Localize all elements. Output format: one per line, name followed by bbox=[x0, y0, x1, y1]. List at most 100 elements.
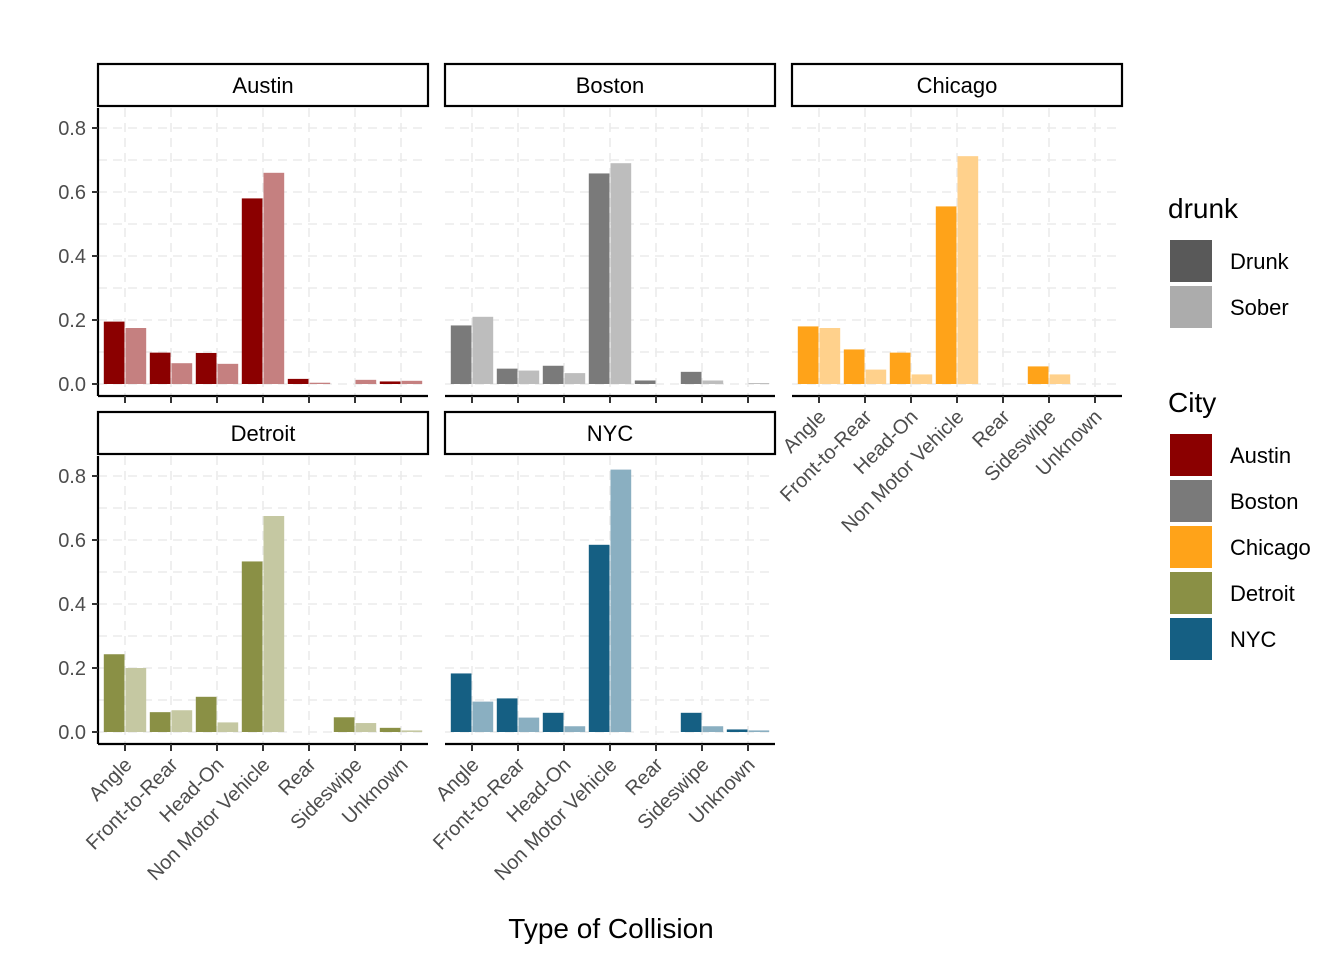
legend-key-sober bbox=[1170, 286, 1212, 328]
legend-city: City Austin Boston Chicago Detroit NYC bbox=[1168, 387, 1311, 660]
legend-label-nyc: NYC bbox=[1230, 627, 1277, 652]
legend-label-boston: Boston bbox=[1230, 489, 1299, 514]
bar-boston-head-on-drunk bbox=[542, 365, 564, 384]
bar-chicago-sideswipe-drunk bbox=[1027, 366, 1049, 384]
bar-boston-non-motor-vehicle-sober bbox=[610, 163, 632, 384]
bar-boston-sideswipe-sober bbox=[702, 380, 724, 384]
strip-label-austin: Austin bbox=[232, 73, 293, 98]
panel-austin: Austin 0.0 0.2 0.4 0.6 0.8 bbox=[58, 62, 430, 403]
bar-nyc-unknown-drunk bbox=[726, 729, 748, 732]
bar-chicago-angle-sober bbox=[819, 328, 841, 384]
bar-chicago-non-motor-vehicle-drunk bbox=[935, 206, 957, 384]
bar-detroit-head-on-sober bbox=[217, 722, 239, 732]
bar-nyc-head-on-drunk bbox=[542, 712, 564, 732]
bar-austin-front-to-rear-drunk bbox=[149, 352, 171, 384]
bar-austin-head-on-drunk bbox=[195, 352, 217, 384]
legend-label-austin: Austin bbox=[1230, 443, 1291, 468]
grid-nyc bbox=[445, 456, 775, 744]
bar-chicago-front-to-rear-sober bbox=[865, 369, 887, 384]
bar-chicago-angle-drunk bbox=[797, 326, 819, 384]
bar-austin-sideswipe-sober bbox=[355, 379, 377, 384]
facet-panels: Austin 0.0 0.2 0.4 0.6 0.8 Boston ChicagoAngleF… bbox=[58, 62, 1124, 885]
bar-boston-non-motor-vehicle-drunk bbox=[588, 173, 610, 384]
y-tick-label: 0.6 bbox=[58, 182, 86, 204]
bar-austin-rear-sober bbox=[309, 382, 331, 384]
bar-chicago-head-on-sober bbox=[911, 374, 933, 384]
bar-austin-rear-drunk bbox=[287, 378, 309, 384]
bar-nyc-non-motor-vehicle-sober bbox=[610, 469, 632, 732]
bar-detroit-unknown-drunk bbox=[379, 727, 401, 732]
bars-chicago bbox=[797, 156, 1071, 384]
bar-nyc-head-on-sober bbox=[564, 726, 586, 732]
bar-boston-front-to-rear-drunk bbox=[496, 368, 518, 384]
bar-nyc-angle-sober bbox=[472, 701, 494, 732]
bar-boston-angle-sober bbox=[472, 316, 494, 384]
bar-boston-angle-drunk bbox=[450, 325, 472, 384]
bar-boston-head-on-sober bbox=[564, 373, 586, 384]
bar-chicago-sideswipe-sober bbox=[1049, 374, 1071, 384]
bar-nyc-sideswipe-sober bbox=[702, 726, 724, 732]
legend-key-detroit bbox=[1170, 572, 1212, 614]
strip-boston bbox=[443, 62, 777, 108]
bar-austin-unknown-sober bbox=[401, 380, 423, 384]
bar-austin-angle-drunk bbox=[103, 321, 125, 384]
legend-key-boston bbox=[1170, 480, 1212, 522]
bar-austin-unknown-drunk bbox=[379, 381, 401, 384]
y-tick-label: 0.0 bbox=[58, 722, 86, 744]
legend-label-drunk: Drunk bbox=[1230, 249, 1290, 274]
bar-austin-angle-sober bbox=[125, 328, 147, 384]
y-tick-label: 0.2 bbox=[58, 658, 86, 680]
strip-label-nyc: NYC bbox=[587, 421, 634, 446]
strip-nyc bbox=[443, 410, 777, 456]
bar-nyc-non-motor-vehicle-drunk bbox=[588, 544, 610, 732]
y-tick-label: 0.4 bbox=[58, 246, 86, 268]
y-tick-label: 0.2 bbox=[58, 310, 86, 332]
legend-key-austin bbox=[1170, 434, 1212, 476]
strip-austin bbox=[96, 62, 430, 108]
strip-label-boston: Boston bbox=[576, 73, 645, 98]
bar-boston-sideswipe-drunk bbox=[680, 371, 702, 384]
bar-nyc-angle-drunk bbox=[450, 673, 472, 732]
bar-detroit-sideswipe-drunk bbox=[333, 717, 355, 732]
bars-nyc bbox=[450, 469, 770, 732]
y-tick-label: 0.8 bbox=[58, 466, 86, 488]
bar-detroit-unknown-sober bbox=[401, 730, 423, 732]
grid-chicago bbox=[792, 108, 1122, 396]
bar-austin-non-motor-vehicle-sober bbox=[263, 172, 285, 384]
strip-label-chicago: Chicago bbox=[917, 73, 998, 98]
bar-nyc-unknown-sober bbox=[748, 730, 770, 732]
bars-detroit bbox=[103, 516, 423, 732]
bar-austin-front-to-rear-sober bbox=[171, 363, 193, 384]
bars-boston bbox=[450, 163, 770, 384]
y-tick-label: 0.6 bbox=[58, 530, 86, 552]
bar-detroit-non-motor-vehicle-drunk bbox=[241, 561, 263, 732]
bars-austin bbox=[103, 172, 423, 384]
strip-detroit bbox=[96, 410, 430, 456]
strip-label-detroit: Detroit bbox=[231, 421, 296, 446]
bar-detroit-front-to-rear-drunk bbox=[149, 712, 171, 732]
legend-key-chicago bbox=[1170, 526, 1212, 568]
bar-detroit-head-on-drunk bbox=[195, 696, 217, 732]
y-tick-label: 0.8 bbox=[58, 118, 86, 140]
grid-austin bbox=[98, 108, 428, 396]
grid-boston bbox=[445, 108, 775, 396]
y-tick-label: 0.0 bbox=[58, 374, 86, 396]
bar-boston-front-to-rear-sober bbox=[518, 370, 540, 384]
bar-boston-unknown-sober bbox=[748, 383, 770, 384]
bar-austin-head-on-sober bbox=[217, 363, 239, 384]
bar-boston-rear-drunk bbox=[634, 380, 656, 384]
y-tick-label: 0.4 bbox=[58, 594, 86, 616]
bar-detroit-angle-sober bbox=[125, 668, 147, 732]
bar-chicago-head-on-drunk bbox=[889, 352, 911, 384]
legend-key-nyc bbox=[1170, 618, 1212, 660]
bar-detroit-angle-drunk bbox=[103, 654, 125, 732]
legend-label-sober: Sober bbox=[1230, 295, 1289, 320]
legend-label-chicago: Chicago bbox=[1230, 535, 1311, 560]
legend-label-detroit: Detroit bbox=[1230, 581, 1295, 606]
bar-chicago-non-motor-vehicle-sober bbox=[957, 156, 979, 384]
bar-nyc-front-to-rear-sober bbox=[518, 717, 540, 732]
panel-boston: Boston bbox=[443, 62, 777, 403]
